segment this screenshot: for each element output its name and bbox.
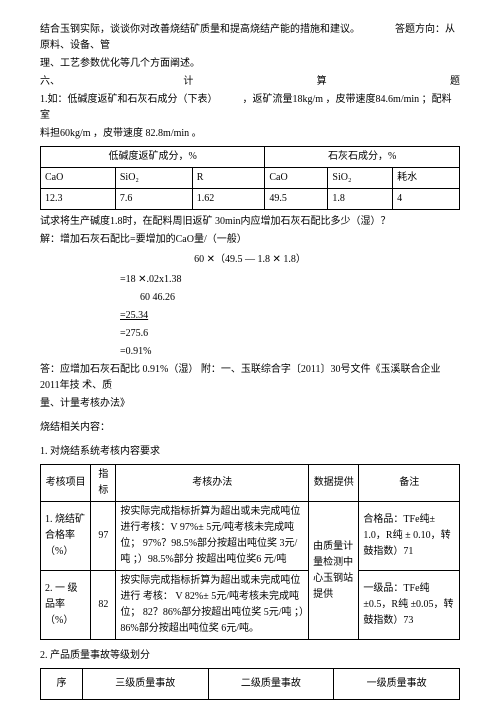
section-six: 六、 计 算 题 [40,74,460,90]
calc-l6: =0.91% [40,344,460,360]
table-row: 12.3 7.6 1.62 49.5 1.8 4 [41,189,460,210]
calc-l2: =18 ✕.02x1.38 [40,272,460,288]
intro-text1: 结合玉钢实际，谈谈你对改善烧结矿质量和提高烧结产能的措施和建议。 [40,24,360,35]
table-row: 2. 一 级 品率 （%） 82 按实际完成指标折算为超出或未完成吨位进行 考核… [41,571,460,640]
sec2-title: 2. 产品质量事故等级划分 [40,648,460,664]
condition-1: 1.如：低碱度返矿和石灰石成分（下表） ，返矿流量18kg/m ，皮带速度84.… [40,92,460,124]
assessment-table: 考核项目 指标 考核办法 数据提供 备注 1. 烧结矿 合格率 （%） 97 按… [40,464,460,640]
six-right: 题 [450,74,460,90]
composition-table: 低碱度返矿成分，% 石灰石成分，% CaO SiO₂ R CaO SiO₂ 耗水… [40,146,460,210]
sec1-title: 1. 对烧结系统考核内容要求 [40,444,460,460]
six-mid2: 算 [317,74,327,90]
table-row: CaO SiO₂ R CaO SiO₂ 耗水 [41,168,460,189]
condition-2: 料担60kg/m ，皮带速度 82.8m/min 。 [40,126,460,142]
table-header-row: 考核项目 指标 考核办法 数据提供 备注 [41,465,460,502]
question: 试求将生产碱度1.8时，在配料周旧返矿 30min内应增加石灰石配比多少（湿）？ [40,214,460,230]
calc-block: 60 ✕（49.5 — 1.8 ✕ 1.8） [40,252,460,268]
table-row: 1. 烧结矿 合格率 （%） 97 按实际完成指标折算为超出或未完成吨位进行考核… [41,502,460,571]
answer-line1: 答：应增加石灰石配比 0.91%（湿） 附：一、玉联综合字〔2011〕30号文件… [40,362,460,394]
calc-l3: 60 46.26 [40,290,460,306]
six-label: 六、 [40,74,60,90]
grade-table: 序 三级质量事故 二级质量事故 一级质量事故 [40,668,460,700]
calc-l1: 60 ✕（49.5 — 1.8 ✕ 1.8） [40,252,460,268]
table-row: 序 三级质量事故 二级质量事故 一级质量事故 [41,669,460,700]
answer-start: 解：增加石灰石配比=要增加的CaO量/（一般） [40,232,460,248]
intro-line2: 理、工艺参数优化等几个方面阐述。 [40,56,460,72]
calc-l5: =275.6 [40,326,460,342]
sub-title: 烧结相关内容： [40,420,460,436]
t1-h1: 低碱度返矿成分，% [41,147,265,168]
six-mid: 计 [183,74,193,90]
intro-line1: 结合玉钢实际，谈谈你对改善烧结矿质量和提高烧结产能的措施和建议。 答题方向：从原… [40,22,460,54]
t1-h2: 石灰石成分，% [265,147,460,168]
calc-l4: =25.34 [40,308,460,324]
answer-line2: 量、计量考核办法》 [40,396,460,412]
